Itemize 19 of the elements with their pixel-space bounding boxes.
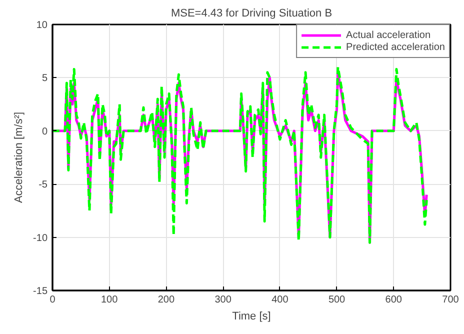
y-tick-label: -15 bbox=[33, 286, 48, 297]
x-tick-label: 100 bbox=[101, 294, 118, 306]
x-tick-label: 300 bbox=[214, 294, 232, 306]
x-tick-label: 500 bbox=[328, 294, 346, 306]
x-axis-title: Time [s] bbox=[232, 310, 271, 322]
y-tick-label: -5 bbox=[38, 180, 48, 191]
y-tick-label: 5 bbox=[42, 73, 48, 84]
y-tick-label: 10 bbox=[36, 20, 48, 31]
x-tick-label: 200 bbox=[158, 294, 175, 306]
x-tick-label: 0 bbox=[50, 294, 56, 306]
legend-label: Actual acceleration bbox=[346, 29, 431, 41]
y-axis-title: Acceleration [m/s²] bbox=[13, 112, 26, 204]
x-tick-label: 700 bbox=[442, 294, 460, 306]
y-tick-label: -10 bbox=[33, 232, 48, 244]
x-tick-label: 400 bbox=[272, 294, 289, 306]
legend-label: Predicted acceleration bbox=[346, 41, 445, 53]
y-tick-label: 0 bbox=[42, 126, 48, 138]
chart-title: MSE=4.43 for Driving Situation B bbox=[170, 8, 332, 20]
x-tick-label: 600 bbox=[385, 294, 402, 306]
